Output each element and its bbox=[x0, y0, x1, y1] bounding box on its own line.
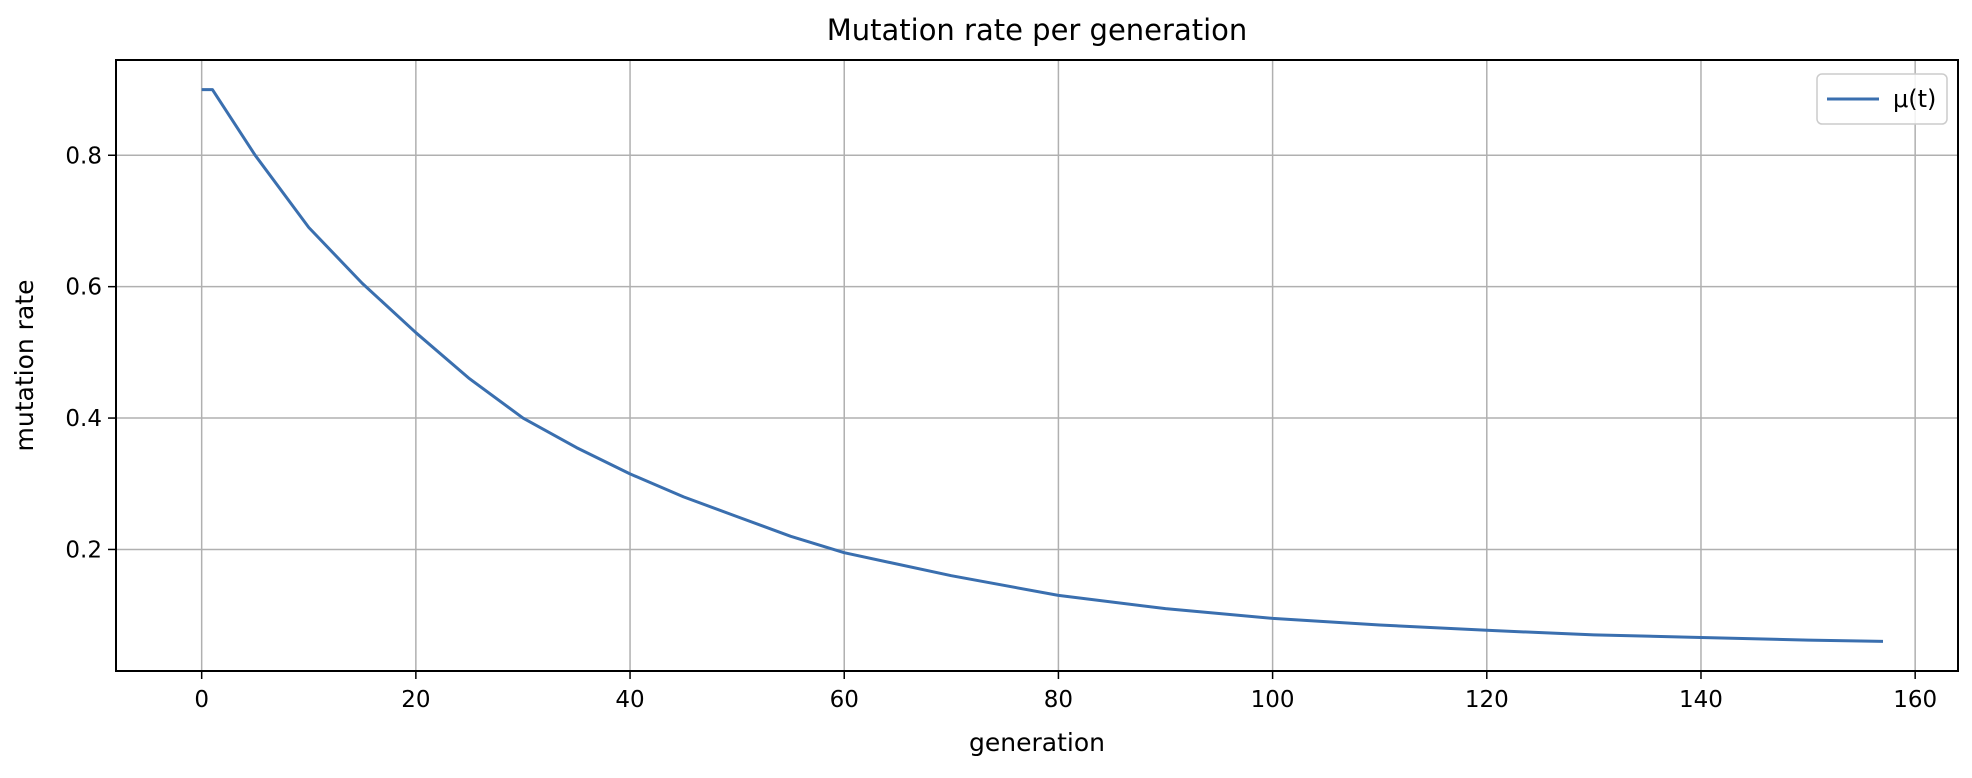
y-tick-label: 0.6 bbox=[65, 275, 102, 301]
x-tick-label: 20 bbox=[401, 687, 430, 713]
series-line bbox=[201, 88, 1884, 643]
series-layer bbox=[201, 88, 1884, 643]
x-tick-label: 80 bbox=[1044, 687, 1073, 713]
chart-title: Mutation rate per generation bbox=[827, 13, 1248, 47]
y-tick-label: 0.2 bbox=[65, 537, 102, 563]
legend: μ(t) bbox=[1816, 73, 1948, 125]
x-tick-label: 120 bbox=[1465, 687, 1509, 713]
ticks: 0 20 40 60 80 100 120 140 160 0.2 0.4 0.6 0.8 bbox=[65, 143, 1937, 713]
x-tick-label: 60 bbox=[830, 687, 859, 713]
x-tick-label: 100 bbox=[1251, 687, 1295, 713]
x-tick-label: 0 bbox=[194, 687, 209, 713]
legend-box bbox=[1816, 73, 1948, 125]
grid bbox=[116, 60, 1958, 671]
y-axis-label: mutation rate bbox=[10, 280, 39, 452]
x-tick-label: 40 bbox=[615, 687, 644, 713]
legend-entry-label: μ(t) bbox=[1893, 85, 1936, 113]
y-tick-label: 0.8 bbox=[65, 143, 102, 169]
x-tick-label: 140 bbox=[1679, 687, 1723, 713]
x-axis-label: generation bbox=[969, 728, 1105, 757]
y-tick-label: 0.4 bbox=[65, 406, 102, 432]
x-tick-label: 160 bbox=[1893, 687, 1937, 713]
plot-frame bbox=[115, 59, 1959, 672]
